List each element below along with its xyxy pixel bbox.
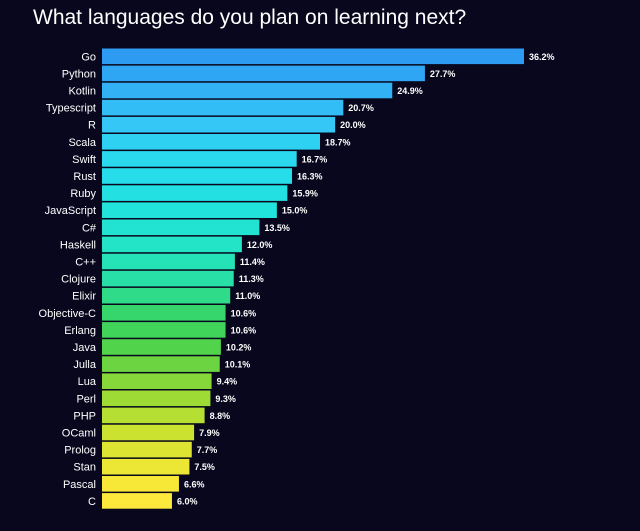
bar-ocaml <box>102 424 195 441</box>
bar-swift <box>102 151 297 167</box>
bar-lua <box>102 373 212 389</box>
value-label-ocaml: 7.9% <box>199 428 220 438</box>
bar-elixir <box>102 287 231 304</box>
bar-ruby <box>102 185 288 201</box>
value-label-c: 13.5% <box>264 223 290 233</box>
bar-kotlin <box>102 82 393 99</box>
value-label-r: 20.0% <box>340 120 366 130</box>
value-label-perl: 9.3% <box>215 394 236 404</box>
value-label-lua: 9.4% <box>217 377 238 387</box>
value-label-clojure: 11.3% <box>239 274 264 284</box>
category-label-elixir: Elixir <box>72 291 96 303</box>
category-label-javascript: JavaScript <box>45 205 96 217</box>
bar-clojure <box>102 270 234 287</box>
value-label-haskell: 12.0% <box>247 240 273 250</box>
bar-rust <box>102 168 293 184</box>
category-label-perl: Perl <box>76 393 96 405</box>
bar-r <box>102 116 336 133</box>
bar-scala <box>102 134 320 150</box>
value-label-pascal: 6.6% <box>184 479 205 489</box>
category-label-python: Python <box>62 68 96 80</box>
category-label-ocaml: OCaml <box>62 428 96 440</box>
chart-title: What languages do you plan on learning n… <box>33 6 466 29</box>
bar-python <box>102 65 425 82</box>
category-label-ruby: Ruby <box>70 188 96 200</box>
value-label-javascript: 15.0% <box>282 206 308 216</box>
bar-objective-c <box>102 305 226 321</box>
category-label-kotlin: Kotlin <box>68 86 96 98</box>
category-label-c: C <box>88 496 96 508</box>
category-label-c: C# <box>82 222 97 234</box>
category-label-objective-c: Objective-C <box>39 308 97 320</box>
value-label-go: 36.2% <box>529 52 555 62</box>
category-label-prolog: Prolog <box>64 445 96 457</box>
value-label-elixir: 11.0% <box>235 291 260 301</box>
category-label-typescript: Typescript <box>46 103 96 115</box>
category-label-r: R <box>88 120 96 132</box>
bars-layer: Go 36.2% Python 27.7% Kotlin 24.9% Typescript 2… <box>39 48 555 509</box>
category-label-haskell: Haskell <box>60 239 96 251</box>
value-label-php: 8.8% <box>210 411 231 421</box>
bar-c <box>102 253 235 270</box>
value-label-kotlin: 24.9% <box>397 86 423 96</box>
bar-perl <box>102 390 211 407</box>
value-label-python: 27.7% <box>430 69 456 79</box>
category-label-php: PHP <box>73 410 96 422</box>
value-label-julla: 10.1% <box>225 360 251 370</box>
category-label-julla: Julla <box>73 359 97 371</box>
bar-java <box>102 339 221 355</box>
bar-c <box>102 493 172 509</box>
category-label-pascal: Pascal <box>63 479 96 491</box>
value-label-stan: 7.5% <box>194 462 215 472</box>
value-label-erlang: 10.6% <box>231 325 257 335</box>
bar-erlang <box>102 322 226 338</box>
value-label-typescript: 20.7% <box>348 103 374 113</box>
category-label-clojure: Clojure <box>61 274 96 286</box>
value-label-java: 10.2% <box>226 343 252 353</box>
category-label-lua: Lua <box>78 376 97 388</box>
bar-prolog <box>102 441 192 458</box>
value-label-swift: 16.7% <box>302 154 328 164</box>
bar-stan <box>102 458 190 475</box>
bar-php <box>102 407 205 424</box>
category-label-c: C++ <box>75 257 96 269</box>
bar-javascript <box>102 202 277 218</box>
category-label-erlang: Erlang <box>64 325 96 337</box>
value-label-c: 6.0% <box>177 496 198 506</box>
bar-julla <box>102 356 220 372</box>
category-label-go: Go <box>81 51 96 63</box>
bar-typescript <box>102 99 344 116</box>
category-label-swift: Swift <box>72 154 96 166</box>
value-label-prolog: 7.7% <box>197 445 218 455</box>
bar-c <box>102 219 260 236</box>
category-label-scala: Scala <box>68 137 96 149</box>
bar-haskell <box>102 236 242 253</box>
value-label-c: 11.4% <box>240 257 265 267</box>
bar-pascal <box>102 476 179 492</box>
category-label-stan: Stan <box>73 462 96 474</box>
bar-go <box>102 48 524 65</box>
value-label-objective-c: 10.6% <box>231 308 257 318</box>
category-label-java: Java <box>73 342 97 354</box>
value-label-rust: 16.3% <box>297 172 323 182</box>
category-label-rust: Rust <box>73 171 96 183</box>
value-label-scala: 18.7% <box>325 137 351 147</box>
value-label-ruby: 15.9% <box>292 189 318 199</box>
